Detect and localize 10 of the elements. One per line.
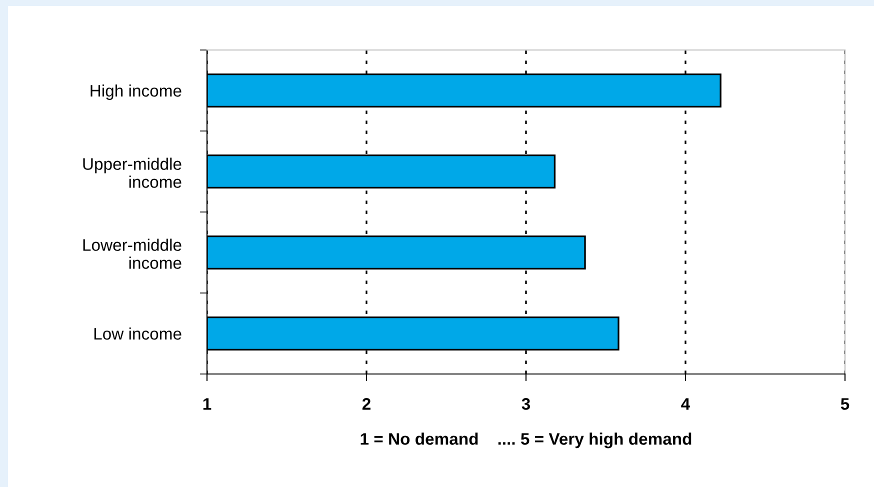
x-tick-label: 3	[522, 398, 530, 410]
y-tick-label: Low income	[94, 327, 182, 340]
x-tick-label: 4	[681, 398, 690, 410]
x-tick-label: 2	[362, 398, 370, 410]
x-tick-label: 5	[840, 398, 850, 410]
x-axis-title: 1 = No demand .... 5 = Very high demand	[360, 432, 692, 448]
y-tick-label: Upper-middle income	[83, 158, 182, 188]
x-tick-label: 1	[203, 398, 212, 410]
y-tick-label: Lower-middle income	[83, 238, 182, 269]
y-tick-label: High income	[90, 84, 182, 100]
